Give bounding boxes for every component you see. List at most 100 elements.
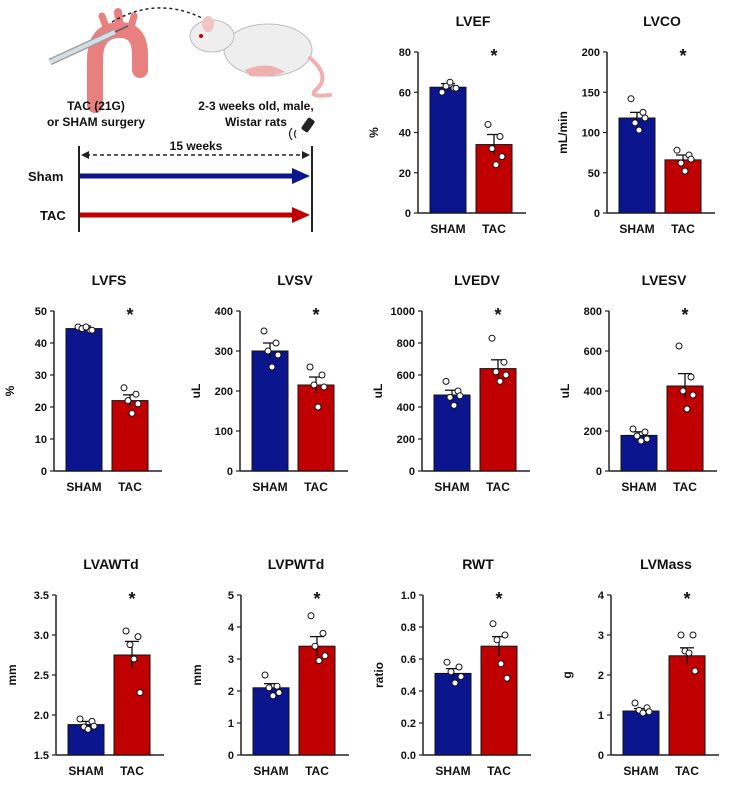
lvmass-y-tick-label: 0: [598, 750, 604, 762]
lvedv-data-point: [442, 377, 450, 385]
lvawtd-significance-marker: *: [128, 589, 135, 609]
lvfs-data-point: [120, 384, 128, 392]
lvfs-y-tick-label: 40: [35, 338, 47, 350]
lvesv-y-tick-label: 800: [584, 306, 602, 318]
lvco-bar-sham: [618, 117, 656, 214]
lvco-y-tick-label: 0: [594, 208, 600, 220]
rwt-y-tick-label: 0.0: [401, 750, 416, 762]
syringe-icon: [48, 25, 129, 66]
lvedv-data-point: [502, 371, 510, 379]
duration-right-arrowhead: [302, 151, 310, 159]
sham-arrowhead: [292, 168, 310, 184]
lvfs-y-tick-label: 0: [41, 466, 47, 478]
lvesv-data-point: [643, 435, 651, 443]
rwt-y-tick-label: 0.2: [401, 718, 416, 730]
lvef-y-tick-label: 20: [399, 168, 411, 180]
lvedv-ylabel: uL: [371, 384, 385, 399]
lvco-bar-tac: [664, 159, 702, 214]
lvpwtd-data-point: [319, 629, 327, 637]
lvawtd-y-tick-label: 2.5: [34, 670, 49, 682]
lvco-significance-marker: *: [679, 46, 686, 66]
rwt-significance-marker: *: [495, 589, 502, 609]
lvmass-data-point: [645, 708, 653, 716]
lvawtd-ylabel: mm: [5, 664, 19, 685]
lvpwtd-ylabel: mm: [190, 664, 204, 685]
lvfs-y-tick-label: 20: [35, 402, 47, 414]
lvedv-data-point: [450, 401, 458, 409]
lvco-chart: LVCO mL/min 0 50 100 150 200 SHAM TAC *: [556, 13, 715, 236]
lvpwtd-category-label: TAC: [305, 764, 329, 778]
lvpwtd-title: LVPWTd: [268, 556, 325, 572]
lvfs-data-point: [82, 323, 90, 331]
lvmass-data-point: [677, 631, 685, 639]
lvesv-significance-marker: *: [681, 305, 688, 325]
lvef-data-point: [438, 88, 446, 96]
lvedv-title: LVEDV: [454, 272, 500, 288]
rwt-data-point: [497, 660, 505, 668]
lvco-data-point: [687, 155, 695, 163]
lvco-y-tick-label: 150: [582, 87, 600, 99]
lvedv-chart: LVEDV uL 0 200 400 600 800 1000 SHAM TAC *: [371, 272, 530, 494]
rwt-data-point: [447, 668, 455, 676]
lvesv-y-tick-label: 200: [584, 426, 602, 438]
lvef-chart: LVEF% 0 20 40 60 80 SHAM TAC *: [367, 13, 526, 236]
lvpwtd-y-tick-label: 4: [228, 622, 235, 634]
lvmass-data-point: [685, 649, 693, 657]
lvawtd-data-point: [84, 725, 92, 733]
lvco-ylabel: mL/min: [556, 111, 570, 154]
lvedv-data-point: [446, 393, 454, 401]
duration-label: 15 weeks: [170, 139, 223, 153]
lvef-y-tick-label: 0: [405, 208, 411, 220]
rwt-y-tick-label: 0.8: [401, 622, 416, 634]
lvpwtd-data-point: [311, 642, 319, 650]
lvfs-category-label: SHAM: [66, 480, 101, 494]
lvsv-y-tick-label: 300: [215, 346, 233, 358]
lvmass-data-point: [691, 667, 699, 675]
lvsv-data-point: [268, 363, 276, 371]
lvef-bar-sham: [429, 86, 467, 214]
lvsv-chart: LVSV uL 0 100 200 300 400 SHAM TAC *: [189, 272, 348, 494]
lvfs-data-point: [88, 326, 96, 334]
rwt-y-tick-label: 1.0: [401, 590, 416, 602]
lvesv-y-tick-label: 0: [596, 466, 602, 478]
lvedv-significance-marker: *: [494, 305, 501, 325]
lvco-data-point: [673, 146, 681, 154]
lvsv-y-tick-label: 200: [215, 386, 233, 398]
lvsv-y-tick-label: 100: [215, 426, 233, 438]
lvco-data-point: [631, 119, 639, 127]
lvef-title: LVEF: [456, 13, 491, 29]
lvawtd-category-label: TAC: [120, 764, 144, 778]
lvsv-ylabel: uL: [189, 384, 203, 399]
lvfs-y-tick-label: 50: [35, 306, 47, 318]
lvpwtd-data-point: [315, 657, 323, 665]
lvawtd-title: LVAWTd: [83, 556, 138, 572]
lvedv-category-label: TAC: [486, 480, 510, 494]
lvfs-bar-sham: [65, 328, 103, 472]
lvef-data-point: [492, 161, 500, 169]
rwt-data-point: [443, 658, 451, 666]
lvawtd-data-point: [126, 641, 134, 649]
lvpwtd-chart: LVPWTd mm 0 1 2 3 4 5 SHAM TAC *: [190, 556, 349, 778]
rwt-bar-sham: [434, 672, 472, 756]
lvpwtd-data-point: [307, 612, 315, 620]
rwt-data-point: [503, 674, 511, 682]
lvfs-data-point: [128, 409, 136, 417]
lvco-title: LVCO: [643, 13, 681, 29]
lvawtd-data-point: [90, 722, 98, 730]
lvawtd-y-tick-label: 2.0: [34, 710, 49, 722]
lvedv-y-tick-label: 400: [397, 402, 415, 414]
lvesv-bar-tac: [666, 385, 704, 472]
tac-arrowhead: [292, 207, 310, 223]
rat-illustration: [189, 16, 332, 98]
lvedv-data-point: [492, 368, 500, 376]
lvedv-y-tick-label: 1000: [391, 306, 415, 318]
lvesv-y-tick-label: 400: [584, 386, 602, 398]
lvesv-data-point: [689, 391, 697, 399]
lvesv-chart: LVESV uL 0 200 400 600 800 SHAM TAC *: [558, 272, 717, 494]
lvco-y-tick-label: 50: [588, 168, 600, 180]
rwt-title: RWT: [462, 556, 494, 572]
lvpwtd-y-tick-label: 1: [228, 718, 234, 730]
lvco-data-point: [627, 95, 635, 103]
rwt-category-label: SHAM: [435, 764, 470, 778]
